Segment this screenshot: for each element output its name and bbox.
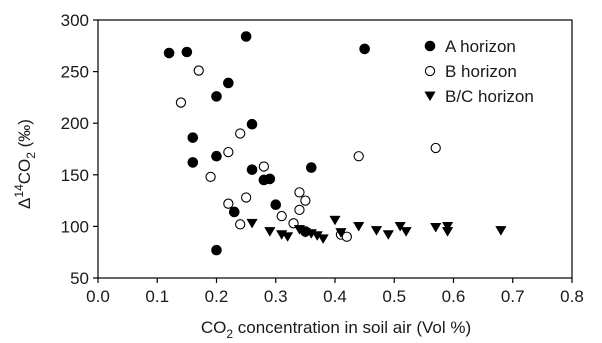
- y-axis-title-prefix: Δ: [15, 198, 34, 209]
- data-point: [264, 173, 276, 185]
- x-tick-label: 0.5: [382, 287, 406, 306]
- legend-item: B horizon: [424, 62, 517, 81]
- data-point: [187, 157, 199, 168]
- data-point: [281, 232, 294, 242]
- data-point: [235, 128, 246, 139]
- legend: A horizon B horizon B/C horizon: [424, 37, 534, 106]
- data-point: [211, 150, 222, 162]
- data-point: [394, 221, 406, 232]
- data-point: [181, 46, 193, 58]
- x-tick-label: 0.7: [501, 287, 525, 306]
- data-point: [223, 146, 234, 158]
- series-a-horizon: [163, 31, 370, 256]
- series-b-c-horizon: [246, 215, 507, 244]
- x-tick-label: 0.3: [264, 287, 288, 306]
- legend-item: B/C horizon: [424, 87, 534, 106]
- data-point: [276, 210, 287, 222]
- data-point: [495, 226, 507, 236]
- data-point: [223, 198, 234, 209]
- y-axis-title-mid: CO: [15, 159, 34, 185]
- data-point: [211, 244, 222, 256]
- legend-item: A horizon: [424, 37, 516, 56]
- data-point: [270, 199, 282, 211]
- data-point: [246, 118, 258, 130]
- data-point: [441, 221, 454, 232]
- data-point: [240, 192, 252, 203]
- x-axis: 0.0 0.1 0.2 0.3 0.4 0.5 0.6 0.7 0.8: [86, 278, 584, 306]
- data-point: [335, 228, 347, 238]
- legend-label: A horizon: [445, 37, 516, 56]
- y-axis-title-subscript: 2: [24, 152, 38, 159]
- data-point: [235, 219, 246, 230]
- x-tick-label: 0.2: [205, 287, 229, 306]
- data-point: [353, 221, 365, 232]
- x-tick-label: 0.8: [560, 287, 584, 306]
- data-point: [246, 164, 258, 175]
- data-point: [264, 227, 276, 237]
- data-point: [341, 231, 352, 242]
- plot-border: [97, 19, 573, 279]
- data-point: [329, 215, 341, 226]
- data-point: [294, 204, 305, 216]
- y-tick-label: 300: [61, 11, 89, 30]
- legend-label: B/C horizon: [445, 87, 534, 106]
- legend-marker: [424, 40, 436, 52]
- data-point: [370, 226, 383, 236]
- data-points: [163, 31, 507, 256]
- data-point: [359, 43, 370, 55]
- y-axis-title-suffix: (‰): [15, 119, 34, 152]
- x-tick-label: 0.6: [442, 287, 466, 306]
- y-axis: 50 100 150 200 250 300: [61, 11, 98, 288]
- data-point: [228, 206, 240, 218]
- data-point: [187, 132, 199, 143]
- legend-marker: [424, 91, 436, 102]
- data-point: [193, 65, 204, 76]
- y-axis-title-superscript: 14: [12, 184, 26, 198]
- legend-marker: [424, 65, 436, 77]
- y-tick-label: 50: [70, 269, 89, 288]
- y-tick-label: 150: [61, 166, 89, 185]
- data-point: [430, 142, 441, 154]
- data-point: [211, 91, 222, 102]
- data-point: [400, 227, 412, 237]
- data-point: [163, 47, 175, 59]
- data-point: [306, 162, 317, 173]
- data-point: [430, 223, 442, 233]
- data-point: [175, 97, 187, 108]
- y-tick-label: 200: [61, 114, 89, 133]
- data-point: [382, 230, 394, 240]
- data-point: [294, 187, 305, 198]
- data-point: [317, 234, 329, 244]
- data-point: [353, 151, 364, 162]
- x-axis-title-suffix: concentration in soil air (Vol %): [233, 318, 471, 337]
- data-point: [205, 171, 216, 183]
- data-point: [258, 161, 270, 172]
- x-axis-title-subscript: 2: [226, 327, 233, 341]
- y-tick-label: 100: [61, 217, 89, 236]
- plot-frame: [97, 19, 573, 279]
- y-axis-title: Δ14CO2 (‰): [12, 119, 38, 209]
- data-point: [240, 31, 252, 42]
- x-tick-label: 0.0: [86, 287, 110, 306]
- data-point: [300, 195, 311, 206]
- y-tick-label: 250: [61, 63, 89, 82]
- data-point: [246, 218, 258, 229]
- legend-label: B horizon: [445, 62, 517, 81]
- data-point: [441, 227, 454, 237]
- x-axis-title-prefix: CO: [201, 318, 227, 337]
- x-tick-label: 0.1: [145, 287, 169, 306]
- x-tick-label: 0.4: [323, 287, 347, 306]
- data-point: [223, 77, 234, 89]
- x-axis-title: CO2 concentration in soil air (Vol %): [201, 318, 471, 341]
